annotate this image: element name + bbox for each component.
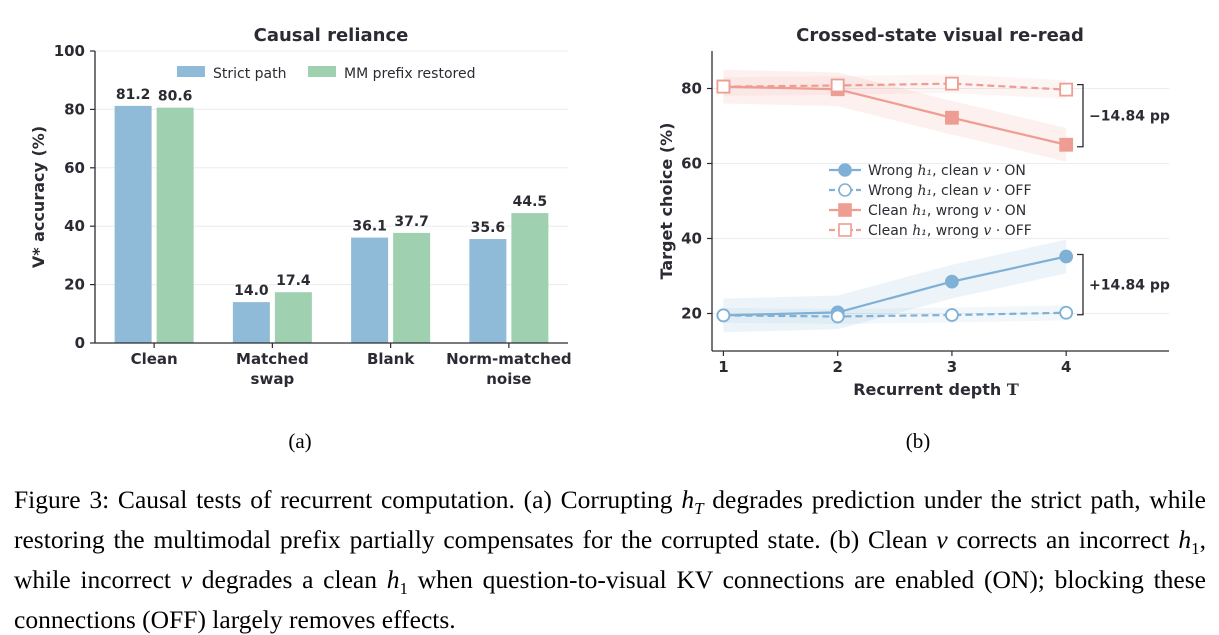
x-tick-label: 4: [1061, 358, 1071, 376]
legend-label: Wrong h₁, clean v · OFF: [868, 183, 1032, 199]
y-tick-label: 0: [75, 334, 85, 352]
x-tick-label: 3: [947, 358, 957, 376]
line-chart-title: Crossed-state visual re-read: [796, 25, 1084, 46]
confidence-band: [723, 74, 1067, 99]
line-chart-legend: Wrong h₁, clean v · ON Wrong h₁, clean v …: [829, 163, 1032, 239]
series-line: [723, 85, 1067, 146]
bar-value-label: 14.0: [234, 283, 269, 299]
y-tick-label: 20: [64, 276, 85, 294]
data-point: [716, 308, 731, 323]
bar-chart-x-ticks: Clean Matched swap Blank Norm-matched noise: [131, 343, 572, 388]
bar: [232, 302, 270, 343]
bar-value-label: 81.2: [116, 87, 151, 103]
line-chart-x-label: Recurrent depth T: [853, 380, 1019, 399]
data-point: [830, 309, 845, 324]
annotation-bracket: [1077, 253, 1084, 316]
series-line: [723, 255, 1067, 317]
legend-label-strict: Strict path: [213, 66, 287, 82]
legend-swatch-strict: [177, 66, 205, 77]
bar-value-label: 17.4: [276, 273, 311, 289]
panel-label-a: (a): [288, 429, 311, 453]
data-point: [1059, 82, 1074, 97]
data-point: [1059, 249, 1074, 264]
legend-label: Clean h₁, wrong v · OFF: [868, 223, 1032, 239]
y-tick-label: 80: [681, 80, 702, 98]
data-point: [945, 308, 959, 322]
series-line: [723, 82, 1067, 91]
line-chart-annotations: −14.84 pp +14.84 pp: [1077, 83, 1170, 316]
bar: [114, 105, 152, 343]
y-tick-label: 60: [64, 159, 85, 177]
confidence-band: [723, 305, 1067, 324]
line-chart-panel: Crossed-state visual re-read 20 40 60 80 1 2…: [657, 25, 1170, 453]
y-tick-label: 60: [681, 155, 702, 173]
data-point: [716, 79, 731, 94]
line-chart-x-ticks: 1 2 3 4: [718, 351, 1071, 376]
bar-chart-legend: Strict path MM prefix restored: [177, 66, 475, 82]
bar: [393, 232, 431, 343]
data-point: [945, 274, 959, 289]
data-point: [945, 110, 959, 125]
y-tick-label: 40: [681, 230, 702, 248]
legend-marker: [838, 183, 852, 197]
legend-marker: [838, 223, 852, 237]
line-chart-y-ticks: 20 40 60 80: [681, 80, 712, 323]
data-point: [1059, 137, 1074, 152]
bar: [511, 213, 549, 343]
bar-chart-panel: Causal reliance 81.2 80.6 14.0 17.4 36.1 37.7…: [29, 25, 572, 453]
series-line: [723, 311, 1067, 318]
bar-value-label: 35.6: [471, 220, 506, 236]
bar-chart-y-ticks: 0 20 40 60 80 100: [54, 42, 95, 352]
x-tick-label: Blank: [367, 350, 415, 368]
x-tick-label: swap: [251, 370, 295, 388]
bar: [274, 292, 312, 343]
y-tick-label: 80: [64, 100, 85, 118]
bar: [351, 237, 389, 343]
annotation-label: −14.84 pp: [1089, 109, 1170, 125]
x-tick-label: 1: [718, 358, 728, 376]
y-tick-label: 20: [681, 305, 702, 323]
bar: [469, 239, 507, 343]
y-tick-label: 100: [54, 42, 85, 60]
x-tick-label: noise: [486, 370, 531, 388]
bar-value-label: 37.7: [394, 214, 429, 230]
annotation-label: +14.84 pp: [1089, 278, 1170, 294]
line-chart-y-label: Target choice (%): [657, 123, 676, 280]
bar-chart-y-label: V* accuracy (%): [29, 126, 48, 268]
y-tick-label: 40: [64, 217, 85, 235]
x-tick-label: Clean: [131, 350, 178, 368]
line-chart-bands: [723, 69, 1067, 333]
figure-caption: Figure 3: Causal tests of recurrent comp…: [14, 485, 1207, 635]
annotation-bracket: [1077, 83, 1084, 148]
x-tick-label: Norm-matched: [446, 350, 572, 368]
legend-swatch-mm: [308, 66, 336, 77]
data-point: [830, 78, 845, 93]
legend-marker: [838, 163, 852, 177]
confidence-band: [723, 239, 1067, 333]
bar-value-label: 80.6: [158, 89, 193, 105]
line-chart-lines: [716, 76, 1074, 324]
bar-value-label: 44.5: [513, 194, 548, 210]
legend-label: Clean h₁, wrong v · ON: [868, 203, 1026, 219]
confidence-band: [723, 69, 1067, 162]
legend-marker: [838, 203, 852, 217]
panel-label-b: (b): [906, 429, 931, 453]
x-tick-label: Matched: [236, 350, 309, 368]
figure: Causal reliance 81.2 80.6 14.0 17.4 36.1 37.7…: [29, 25, 1170, 453]
legend-label-mm: MM prefix restored: [344, 66, 475, 82]
bar-chart-title: Causal reliance: [254, 25, 409, 46]
bar-value-label: 36.1: [352, 219, 387, 235]
bar: [156, 107, 194, 343]
legend-label: Wrong h₁, clean v · ON: [868, 163, 1026, 179]
bar-chart-bars: 81.2 80.6 14.0 17.4 36.1 37.7 35.6 44.5: [114, 87, 549, 343]
data-point: [945, 76, 959, 91]
x-tick-label: 2: [832, 358, 842, 376]
data-point: [1059, 305, 1074, 320]
